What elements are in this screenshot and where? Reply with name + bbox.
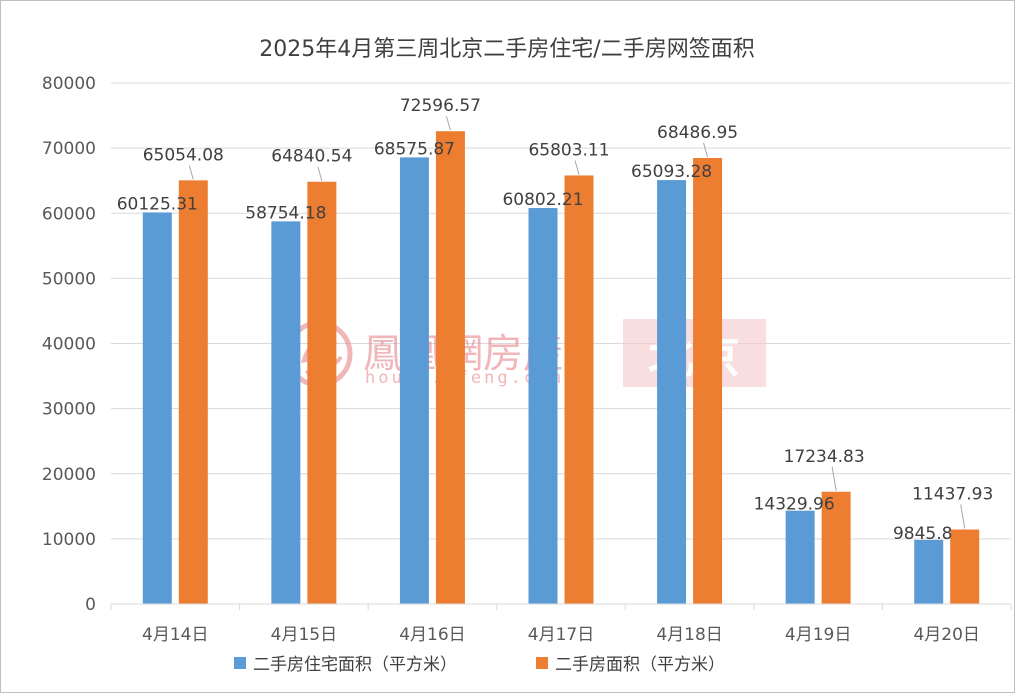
data-label-series-2: 72596.57 — [400, 96, 481, 116]
data-label-series-1: 68575.87 — [374, 139, 455, 159]
data-label-series-2: 65054.08 — [143, 145, 224, 165]
x-tick-label: 4月16日 — [399, 625, 465, 645]
bar-series-1 — [914, 539, 944, 604]
gridlines — [111, 82, 1011, 540]
data-label-series-2: 11437.93 — [912, 485, 993, 505]
y-axis-ticks: 0 10000 20000 30000 40000 50000 60000 70000 8000… — [42, 74, 96, 615]
label-leader-line — [317, 166, 323, 181]
bar-series-2 — [821, 491, 851, 604]
x-tick-label: 4月20日 — [913, 625, 979, 645]
chart-title: 2025年4月第三周北京二手房住宅/二手房网签面积 — [259, 37, 754, 62]
data-label-series-2: 65803.11 — [528, 140, 609, 160]
bar-series-2 — [435, 131, 465, 604]
bar-series-1 — [528, 208, 558, 604]
bar-series-1 — [271, 221, 301, 604]
label-leader-line — [445, 116, 451, 131]
label-leader-line — [831, 466, 837, 491]
data-label-series-1: 65093.28 — [631, 162, 712, 182]
label-leader-line — [188, 165, 194, 180]
x-axis-ticks: 4月14日 4月15日 4月16日 4月17日 4月18日 4月19日 4月20日 — [110, 604, 1012, 645]
label-leader-line — [703, 142, 709, 158]
bar-series-2 — [693, 157, 723, 604]
y-tick-label: 60000 — [42, 204, 96, 224]
data-label-series-2: 64840.54 — [271, 147, 352, 167]
bar-series-1 — [399, 157, 429, 604]
x-tick-label: 4月19日 — [785, 625, 851, 645]
bars — [142, 131, 980, 605]
y-tick-label: 30000 — [42, 400, 96, 420]
data-label-series-2: 68486.95 — [657, 123, 738, 143]
data-label-series-2: 17234.83 — [784, 447, 865, 467]
y-tick-label: 70000 — [42, 139, 96, 159]
legend-swatch-series-2 — [536, 657, 548, 669]
bar-series-2 — [564, 175, 594, 604]
data-label-series-1: 60802.21 — [502, 190, 583, 210]
data-label-series-1: 60125.31 — [117, 194, 198, 214]
legend: 二手房住宅面积（平方米） 二手房面积（平方米） — [234, 655, 725, 675]
legend-label-series-1: 二手房住宅面积（平方米） — [253, 655, 457, 675]
label-leader-line — [574, 160, 580, 175]
y-tick-label: 20000 — [42, 465, 96, 485]
y-tick-label: 10000 — [42, 530, 96, 550]
x-tick-label: 4月18日 — [656, 625, 722, 645]
bar-series-2 — [307, 181, 337, 604]
x-tick-label: 4月17日 — [528, 625, 594, 645]
bar-series-1 — [142, 212, 172, 605]
y-tick-label: 0 — [85, 595, 96, 615]
x-tick-label: 4月14日 — [142, 625, 208, 645]
data-labels: 60125.31 65054.08 58754.18 64840.54 68575.87… — [117, 96, 994, 544]
bar-series-2 — [950, 529, 980, 604]
label-leader-line — [960, 504, 966, 529]
data-label-series-1: 9845.8 — [893, 524, 952, 544]
legend-label-series-2: 二手房面积（平方米） — [555, 655, 725, 675]
legend-swatch-series-1 — [234, 657, 246, 669]
x-tick-label: 4月15日 — [271, 625, 337, 645]
y-tick-label: 80000 — [42, 74, 96, 94]
label-leader-lines — [188, 116, 966, 529]
data-label-series-1: 14329.96 — [754, 495, 835, 515]
y-tick-label: 40000 — [42, 335, 96, 355]
data-label-series-1: 58754.18 — [245, 203, 326, 223]
y-tick-label: 50000 — [42, 269, 96, 289]
bar-series-2 — [178, 180, 208, 604]
bar-series-1 — [785, 510, 815, 604]
bar-series-1 — [657, 180, 687, 604]
